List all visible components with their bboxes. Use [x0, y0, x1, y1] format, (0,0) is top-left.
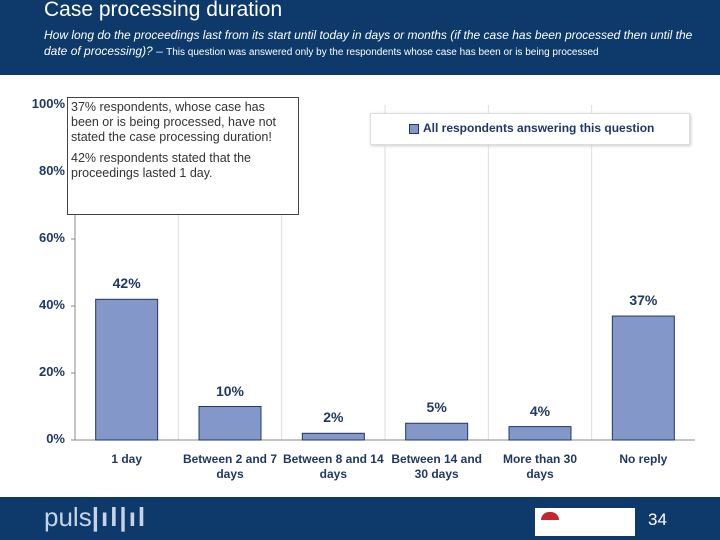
subtitle-question: How long do the proceedings last from it… [44, 28, 693, 58]
value-label: 42% [112, 275, 141, 292]
page-number: 34 [648, 510, 667, 529]
partner-logo-mark [541, 512, 559, 520]
bar [95, 298, 159, 441]
partner-logo [535, 508, 635, 536]
value-label: 10% [215, 382, 245, 399]
bar [198, 406, 262, 441]
value-label: 37% [629, 292, 658, 309]
legend-label: All respondents answering this question [423, 121, 655, 135]
title: Case processing duration [44, 0, 283, 21]
annotation: 37% respondents, whose case has been or … [71, 100, 276, 144]
legend-swatch [409, 124, 419, 134]
bar [611, 315, 675, 441]
y-tick-label: 0% [46, 431, 65, 446]
y-tick-label: 80% [38, 163, 65, 178]
annotation-box: 37% respondents, whose case has been or … [67, 97, 299, 215]
subtitle-note: This question was answered only by the r… [166, 47, 599, 58]
value-label: 2% [323, 409, 344, 426]
y-tick-label: 60% [38, 230, 65, 245]
x-tick-label: 1 day [111, 452, 142, 466]
x-tick-label: Between 8 and 14 days [282, 452, 384, 481]
bar [405, 422, 469, 441]
value-label: 4% [529, 402, 551, 419]
y-tick-label: 100% [31, 96, 65, 111]
logo: puls|ıl|ıl [44, 502, 148, 532]
x-tick-label: No reply [619, 452, 668, 466]
header-band [0, 0, 720, 75]
y-tick-label: 40% [38, 297, 65, 312]
annotation: 42% respondents stated that the proceedi… [71, 151, 251, 180]
bar [508, 426, 572, 441]
x-tick-label: Between 2 and 7 days [182, 452, 277, 481]
y-tick-label: 20% [38, 364, 65, 379]
legend: All respondents answering this question [370, 113, 690, 145]
value-label: 5% [426, 399, 447, 416]
bar [301, 432, 365, 441]
subtitle: How long do the proceedings last from it… [44, 27, 704, 61]
x-tick-label: More than 30 days [502, 452, 577, 481]
x-tick-label: Between 14 and 30 days [391, 452, 483, 481]
logo-text: puls [44, 502, 92, 532]
